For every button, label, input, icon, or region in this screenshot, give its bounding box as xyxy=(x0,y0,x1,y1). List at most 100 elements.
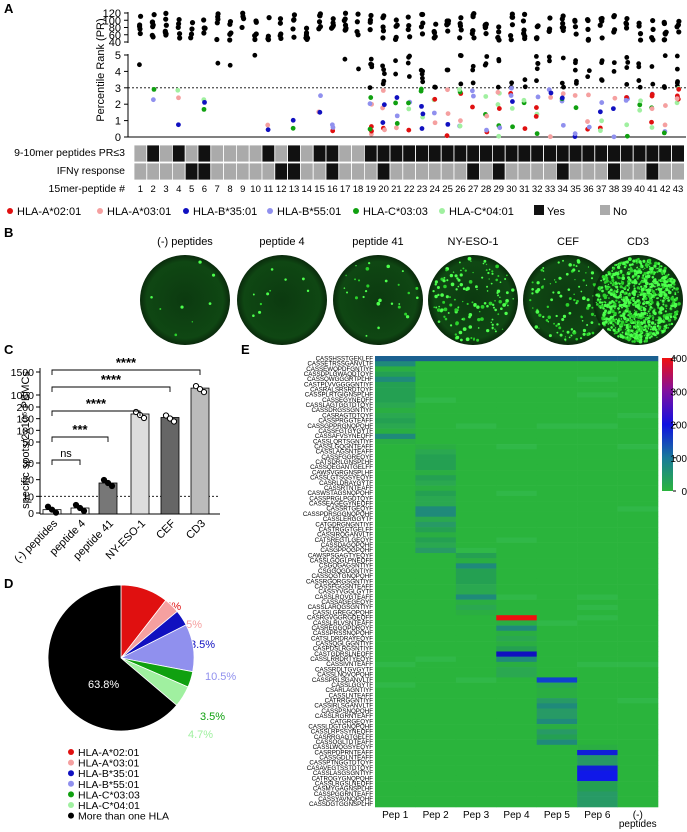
heat-cell xyxy=(617,527,659,533)
dot-hla_a0201 xyxy=(676,86,682,92)
dot-multi xyxy=(137,13,144,19)
heat-cell xyxy=(536,796,578,803)
spot xyxy=(576,299,579,303)
heat-cell xyxy=(415,703,457,709)
sig-label: ns xyxy=(60,448,72,460)
dot-multi xyxy=(304,36,310,42)
spot xyxy=(439,309,443,313)
spot xyxy=(605,317,609,321)
panel-e-heatmap: CASSHSSTGEKLFFCASSETRSSGANVLTFCASSEWQPDF… xyxy=(303,355,659,830)
heat-cell xyxy=(617,464,659,471)
heat-cell xyxy=(536,449,578,455)
spot xyxy=(645,312,648,315)
spot xyxy=(642,259,646,263)
heat-cell xyxy=(536,698,578,704)
heat-cell xyxy=(375,366,416,372)
heat-cell xyxy=(375,651,416,657)
row-label: CASSRTNTEAFF xyxy=(324,485,373,492)
row-label-pr3: 9-10mer peptides PR≤3 xyxy=(14,147,125,159)
cell-pr3 xyxy=(312,144,327,163)
heat-cell xyxy=(455,423,497,429)
well-label: NY-ESO-1 xyxy=(448,236,499,248)
heat-cell xyxy=(415,615,457,621)
heat-cell xyxy=(455,698,497,704)
heat-cell xyxy=(375,661,416,668)
heat-cell xyxy=(415,516,457,523)
heat-cell xyxy=(455,703,497,709)
heat-cell xyxy=(577,635,618,642)
spot xyxy=(600,279,603,282)
heat-cell xyxy=(415,578,457,585)
spot xyxy=(458,261,461,264)
dot-multi xyxy=(214,36,220,43)
spot xyxy=(497,294,499,297)
peptide-number: 35 xyxy=(570,184,581,195)
heat-cell xyxy=(496,552,538,559)
spot xyxy=(676,296,679,299)
spot xyxy=(646,291,650,294)
row-label: CSGGQGDGNTIYF xyxy=(318,568,373,575)
cell-pr3 xyxy=(568,144,583,163)
spot xyxy=(600,286,604,289)
colorbar-label: 0 xyxy=(681,487,687,498)
spot xyxy=(578,270,580,272)
row-label: CASRGVGGRGDEQFF xyxy=(307,615,373,622)
data-point xyxy=(52,509,60,516)
spot xyxy=(496,289,501,293)
heat-cell xyxy=(536,537,578,543)
dot-hla_a0301 xyxy=(572,93,578,98)
row-label: CASSLNQVQPQHF xyxy=(317,672,373,679)
heat-cell xyxy=(415,470,457,476)
cell-pr3 xyxy=(556,144,570,163)
dot-multi xyxy=(381,67,387,73)
heat-cell xyxy=(617,532,659,538)
cell-pr3 xyxy=(287,144,301,163)
spot xyxy=(648,314,652,318)
heat-cell xyxy=(536,418,578,424)
heat-cell xyxy=(536,610,578,616)
spot xyxy=(668,290,672,295)
spot xyxy=(652,314,654,316)
spot xyxy=(649,267,653,271)
heat-cell xyxy=(455,563,497,569)
heat-cell xyxy=(375,521,416,528)
cell-pr3 xyxy=(184,144,199,163)
spot xyxy=(655,334,657,337)
spot xyxy=(598,301,602,304)
spot xyxy=(613,289,616,292)
dot-hla_c0303 xyxy=(201,106,207,112)
dot-multi xyxy=(585,74,591,80)
data-point xyxy=(100,476,108,484)
column-label: Pep 2 xyxy=(423,810,450,821)
spot xyxy=(632,325,636,328)
row-label: CASSRTGEQYF xyxy=(326,506,373,513)
dot-multi xyxy=(650,26,656,33)
dot-multi xyxy=(495,84,501,90)
dot-multi xyxy=(420,75,425,81)
cell-pr3 xyxy=(299,144,314,163)
heat-cell xyxy=(536,630,578,637)
heat-cell xyxy=(496,537,538,543)
spot xyxy=(651,276,655,279)
heat-cell xyxy=(415,687,457,694)
heat-cell xyxy=(577,610,618,616)
spot xyxy=(570,328,574,331)
slice-label: 3.5% xyxy=(200,711,225,723)
category-label: CEF xyxy=(154,517,178,541)
category-label: (-) peptides xyxy=(12,517,60,565)
spot xyxy=(649,331,653,334)
row-label: CASSLARQGSGNTIYF xyxy=(308,604,374,611)
heat-cell xyxy=(415,573,457,580)
peptide-number: 38 xyxy=(609,184,620,195)
spot xyxy=(642,302,646,306)
heat-cell xyxy=(496,485,538,492)
spot xyxy=(436,286,440,290)
dot-multi xyxy=(458,53,464,59)
dot-hla_a0301 xyxy=(674,96,680,102)
spot xyxy=(641,276,645,280)
heat-cell xyxy=(617,449,659,455)
heat-cell xyxy=(577,620,618,626)
dot-hla_b5501 xyxy=(394,113,400,119)
heat-cell xyxy=(536,485,578,492)
spot xyxy=(615,299,618,302)
